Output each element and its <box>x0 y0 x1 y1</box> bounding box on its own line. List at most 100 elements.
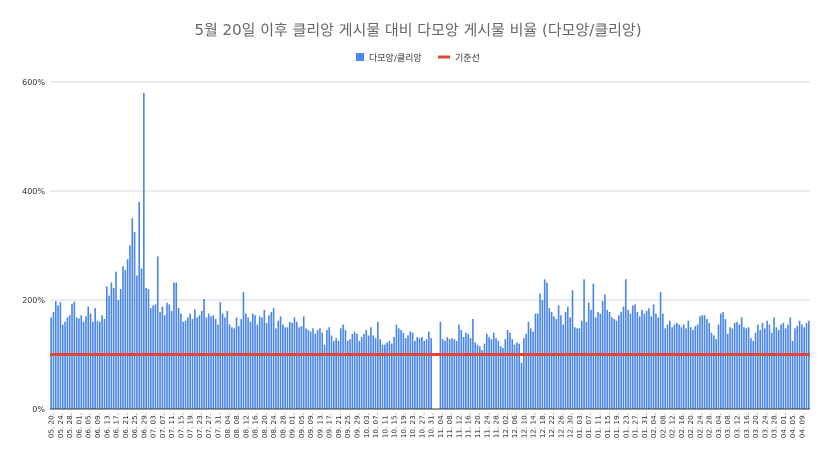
bar <box>715 339 717 409</box>
legend-label-baseline: 기준선 <box>455 53 480 64</box>
bar <box>773 317 775 409</box>
bar <box>750 338 752 409</box>
x-tick-label: 10. 19. <box>399 413 408 438</box>
x-tick-label: 09. 25. <box>343 413 352 438</box>
bar <box>738 324 741 409</box>
bar <box>761 322 764 409</box>
bar <box>784 328 787 409</box>
bar <box>717 324 720 409</box>
bar <box>122 266 124 409</box>
bar <box>184 320 187 409</box>
bar <box>694 326 697 409</box>
bar <box>275 328 277 409</box>
bar <box>529 328 532 409</box>
bar <box>110 282 113 409</box>
bar <box>309 331 312 409</box>
bar <box>78 318 80 409</box>
bar <box>571 290 574 409</box>
x-tick-label: 02. 20. <box>686 413 695 438</box>
bar <box>729 327 731 409</box>
bar <box>64 321 66 409</box>
bar <box>743 327 745 409</box>
bar <box>731 328 734 409</box>
bar <box>787 324 789 409</box>
bar <box>87 306 90 409</box>
bar <box>50 317 52 409</box>
bar <box>687 320 690 409</box>
bar <box>465 332 467 409</box>
bar <box>490 339 493 409</box>
bar <box>483 343 486 409</box>
bar <box>462 337 465 409</box>
bar <box>212 315 215 409</box>
bar <box>543 279 546 409</box>
bar <box>536 313 539 410</box>
bar <box>699 316 701 409</box>
bar <box>94 308 96 409</box>
bar <box>231 327 233 409</box>
legend-label-bars: 다모앙/클리앙 <box>369 52 422 64</box>
bar <box>386 342 388 409</box>
bar <box>569 317 571 409</box>
x-tick-label: 10. 15. <box>390 413 399 438</box>
bar <box>441 339 444 409</box>
bar <box>764 328 766 409</box>
x-tick-label: 09. 09. <box>306 413 315 438</box>
bar <box>200 310 203 409</box>
bar <box>302 316 305 409</box>
bar <box>662 313 664 410</box>
bar <box>629 313 632 410</box>
bar <box>168 304 171 409</box>
bar <box>713 335 715 409</box>
x-tick-label: 07. 27. <box>204 413 213 438</box>
bar <box>270 311 273 409</box>
bar <box>145 288 147 409</box>
bar <box>152 305 154 409</box>
bar <box>590 309 592 409</box>
bar <box>177 308 180 409</box>
bar <box>808 320 810 409</box>
bar <box>675 322 678 409</box>
bar <box>316 329 319 409</box>
x-tick-label: 12. 26. <box>556 413 565 438</box>
bar <box>620 311 622 409</box>
bar <box>409 331 412 409</box>
x-tick-label: 07. 23. <box>195 413 204 438</box>
bar <box>506 329 509 409</box>
bar <box>323 344 326 409</box>
bar <box>678 324 680 409</box>
bar <box>377 321 379 409</box>
bar <box>504 339 507 409</box>
x-tick-label: 11. 20. <box>473 413 482 438</box>
x-tick-label: 08. 04. <box>223 413 232 438</box>
bar <box>358 340 361 410</box>
bar <box>492 332 495 409</box>
bar <box>52 311 55 409</box>
bar <box>279 316 282 409</box>
bar <box>604 294 606 409</box>
bar <box>395 324 398 409</box>
bar <box>689 327 692 409</box>
bar <box>560 315 562 409</box>
bar <box>423 340 426 410</box>
bar <box>801 324 803 409</box>
bar <box>791 340 794 410</box>
bar <box>597 311 599 409</box>
bar <box>527 321 530 409</box>
x-tick-label: 07. 15. <box>176 413 185 438</box>
bar <box>754 332 757 409</box>
bar <box>71 303 73 409</box>
bar <box>136 275 138 409</box>
x-tick-label: 06. 29. <box>139 413 148 438</box>
bar <box>497 340 500 410</box>
bar <box>80 315 83 409</box>
bar <box>645 310 648 409</box>
bar <box>272 308 275 409</box>
bar <box>251 313 254 410</box>
x-tick-label: 10. 03. <box>362 413 371 438</box>
bar <box>233 328 236 409</box>
bar <box>353 331 356 409</box>
bar <box>430 338 432 409</box>
bar <box>485 333 488 409</box>
bar <box>722 311 724 409</box>
